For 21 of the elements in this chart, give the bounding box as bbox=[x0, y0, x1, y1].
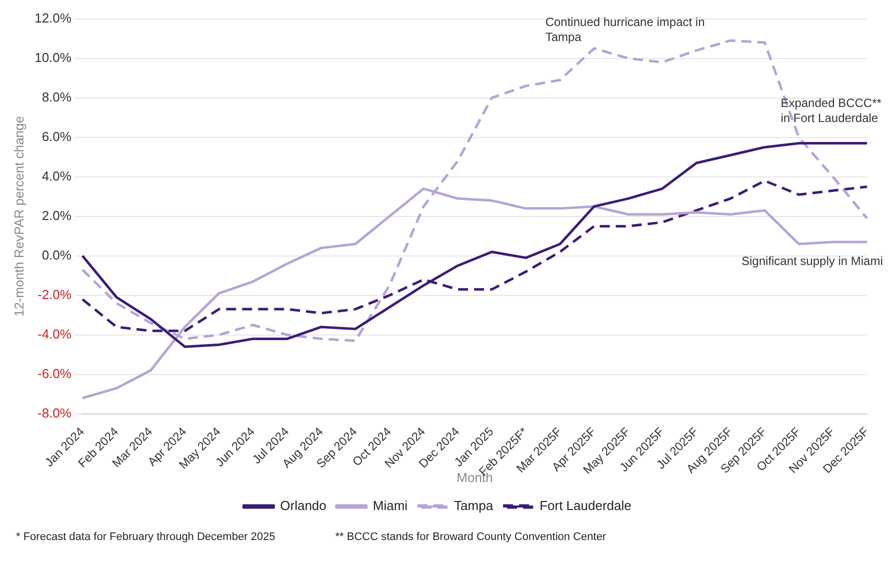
y-tick-label: 4.0% bbox=[42, 168, 72, 184]
y-tick-label: 6.0% bbox=[42, 128, 72, 144]
y-tick-label: -4.0% bbox=[37, 326, 72, 342]
y-tick-label: 10.0% bbox=[34, 50, 72, 65]
y-tick-label: -6.0% bbox=[37, 366, 72, 381]
y-tick-label: 0.0% bbox=[42, 247, 72, 262]
text: ** BCCC stands for Broward County Convention Center bbox=[335, 531, 606, 543]
text: * Forecast data for February through December 2025 bbox=[16, 531, 276, 543]
y-tick-label: 8.0% bbox=[42, 89, 72, 104]
annotation: Expanded BCCC** in Fort Lauderdale bbox=[780, 96, 882, 126]
y-axis-title: 12-month RevPAR percent change bbox=[11, 116, 26, 317]
legend-label: Tampa bbox=[454, 498, 494, 514]
legend-label: Orlando bbox=[280, 498, 326, 514]
y-tick-label: -2.0% bbox=[37, 286, 72, 302]
y-tick-label: -8.0% bbox=[37, 405, 72, 420]
y-tick-label: 2.0% bbox=[42, 208, 72, 223]
annotation: Significant supply in Miami bbox=[741, 254, 883, 268]
legend-label: Miami bbox=[372, 498, 408, 514]
y-tick-label: 12.0% bbox=[34, 10, 72, 26]
annotation: Continued hurricane impact in Tampa bbox=[545, 15, 705, 44]
legend-label: Fort Lauderdale bbox=[540, 498, 632, 514]
